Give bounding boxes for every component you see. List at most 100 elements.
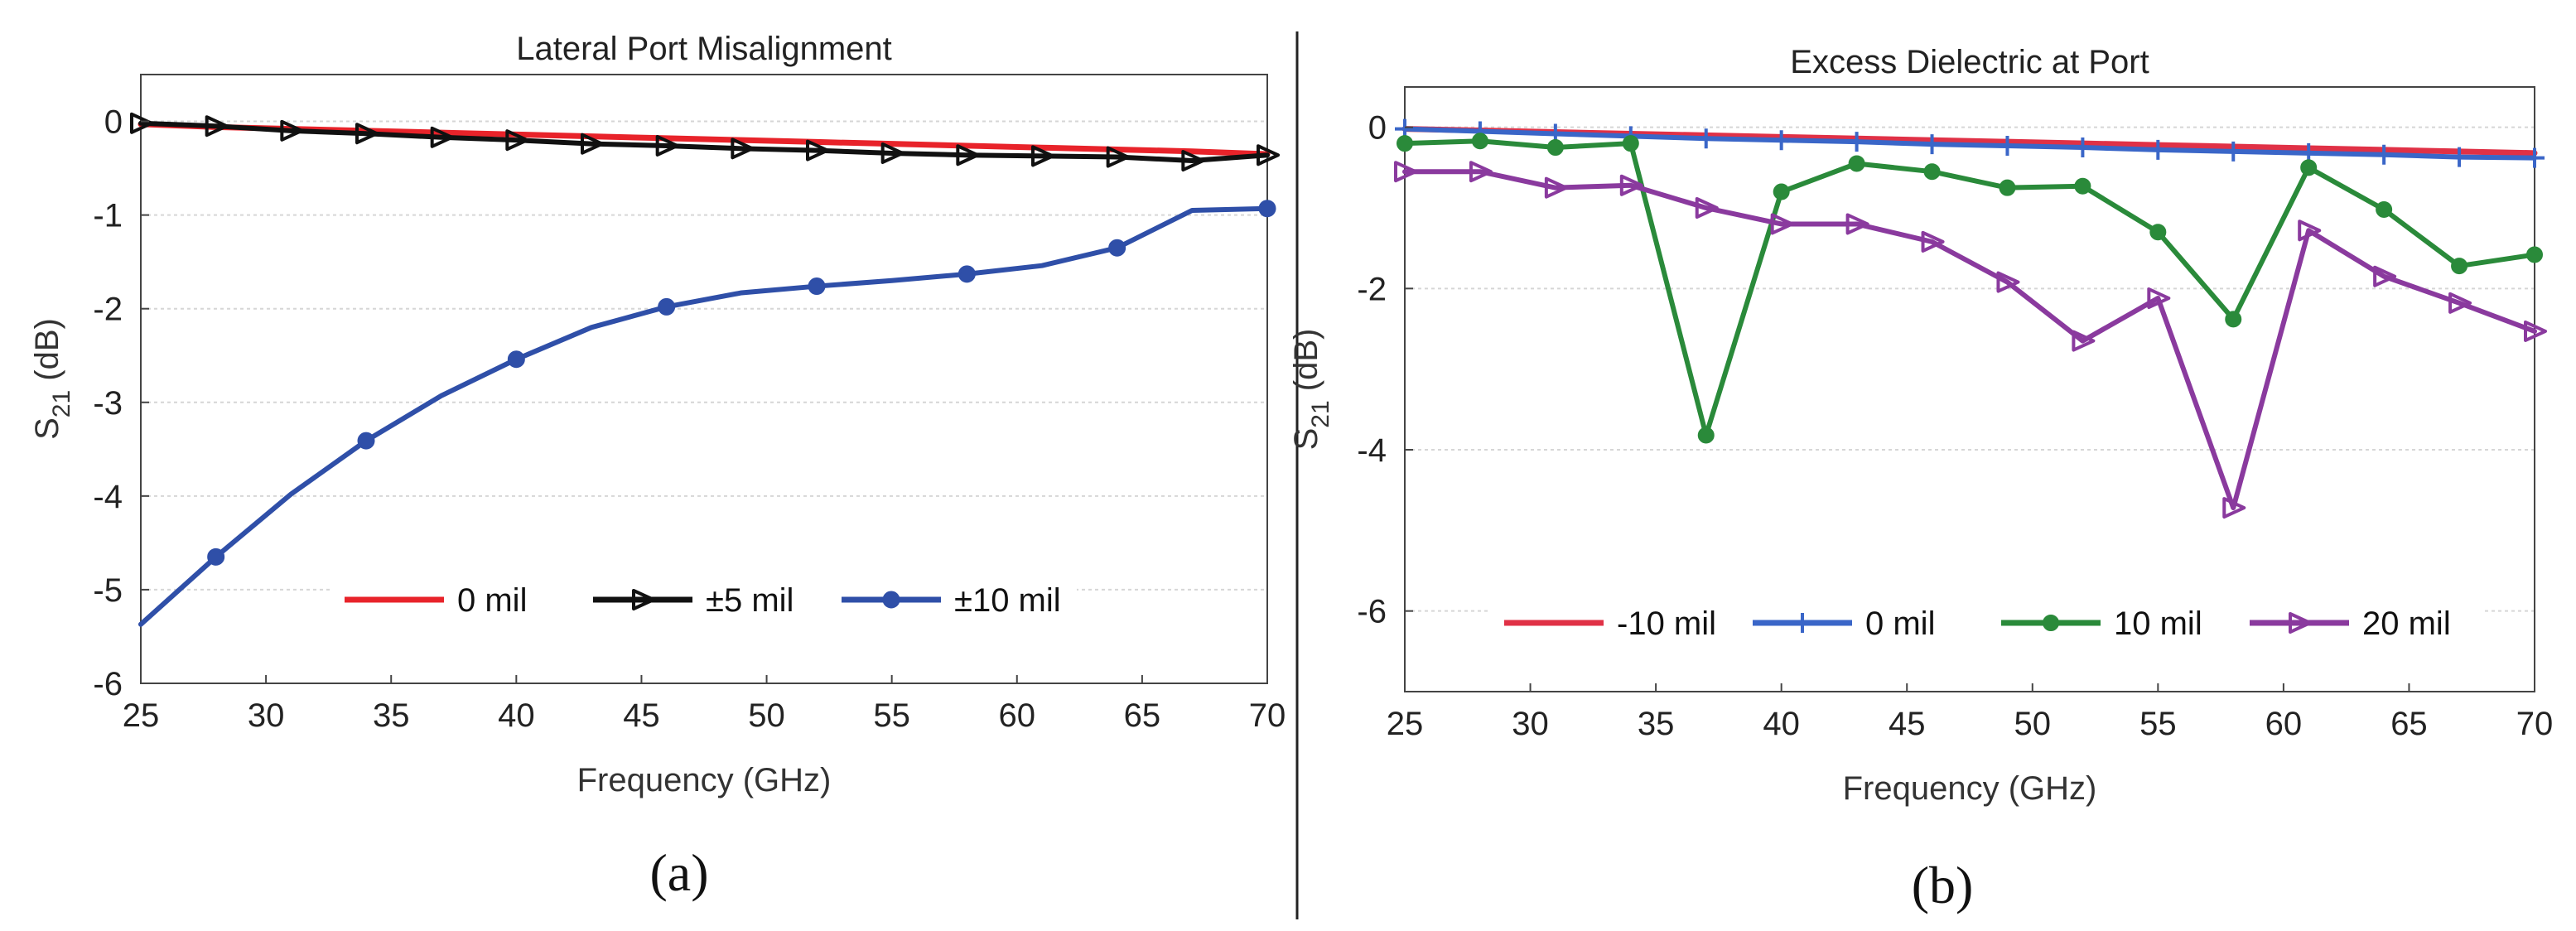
legend-label: 20 mil <box>2362 605 2451 642</box>
x-tick-label: 70 <box>1249 697 1286 734</box>
chart-title-a: Lateral Port Misalignment <box>516 31 892 67</box>
data-point-a-2 <box>958 265 976 283</box>
x-tick-label: 35 <box>1638 706 1675 742</box>
legend-label: 10 mil <box>2114 605 2202 642</box>
data-point-b-3 <box>2147 287 2171 310</box>
data-point-b-1 <box>2148 139 2168 160</box>
series-line-a-1 <box>138 120 1270 164</box>
data-point-b-2 <box>2149 224 2167 241</box>
y-tick-label: -3 <box>93 385 123 422</box>
legend-label: ±10 mil <box>954 582 1061 619</box>
data-point-a-1 <box>1106 146 1130 168</box>
data-point-b-1 <box>2223 141 2244 162</box>
data-point-a-1 <box>581 133 604 155</box>
data-point-b-2 <box>2300 159 2318 176</box>
x-tick-label: 70 <box>2516 706 2554 742</box>
caption-a: (a) <box>649 843 708 902</box>
series-line-a-0 <box>137 121 1271 157</box>
data-point-a-1 <box>1031 145 1054 167</box>
y-axis-label-a: S21 (dB) <box>29 318 75 440</box>
data-point-a-2 <box>507 350 525 369</box>
data-point-a-1 <box>655 134 679 157</box>
data-point-b-2 <box>1923 163 1941 181</box>
data-point-b-2 <box>1622 135 1639 152</box>
y-tick-label: -6 <box>93 666 123 702</box>
data-point-b-2 <box>1697 427 1715 444</box>
data-point-b-1 <box>1997 136 2018 157</box>
data-point-a-2 <box>1258 200 1276 218</box>
data-point-b-3 <box>1619 174 1643 196</box>
data-point-a-1 <box>130 112 153 134</box>
x-tick-label: 65 <box>1124 697 1161 734</box>
legend-label: 0 mil <box>1865 605 1935 642</box>
data-point-b-3 <box>1544 176 1568 199</box>
legend-a <box>331 572 1077 628</box>
data-point-a-1 <box>731 137 755 160</box>
data-point-a-1 <box>505 129 529 152</box>
y-tick-label: -6 <box>1357 594 1387 630</box>
data-point-b-3 <box>2448 292 2472 314</box>
series-line-b-1 <box>1402 126 2537 161</box>
x-tick-label: 50 <box>748 697 785 734</box>
y-tick-label: -4 <box>1357 432 1387 469</box>
legend-label: ±5 mil <box>706 582 794 619</box>
data-point-a-1 <box>430 126 454 148</box>
x-tick-label: 35 <box>373 697 410 734</box>
chart-title-b: Excess Dielectric at Port <box>1790 44 2149 80</box>
data-point-a-2 <box>207 548 225 566</box>
data-point-b-2 <box>2376 200 2393 218</box>
x-axis-label-b: Frequency (GHz) <box>1843 770 2097 807</box>
y-tick-label: 0 <box>1368 110 1387 147</box>
data-point-b-2 <box>2225 311 2242 328</box>
x-tick-label: 45 <box>1889 706 1926 742</box>
data-point-b-1 <box>1846 132 1867 152</box>
data-point-b-2 <box>1848 155 1865 172</box>
data-point-b-3 <box>1996 271 2020 293</box>
x-tick-label: 45 <box>623 697 660 734</box>
data-point-b-2 <box>2074 177 2091 195</box>
legend-marker <box>2043 615 2059 631</box>
plot-frame-a <box>140 74 1268 684</box>
data-point-b-2 <box>1773 183 1790 200</box>
data-point-a-1 <box>355 123 379 145</box>
data-point-b-2 <box>1397 135 1413 152</box>
x-tick-label: 60 <box>2265 706 2303 742</box>
x-tick-label: 30 <box>1512 706 1549 742</box>
data-point-b-2 <box>2451 258 2468 275</box>
data-point-b-3 <box>1845 213 1869 235</box>
data-point-a-2 <box>1108 239 1126 257</box>
data-point-b-3 <box>2298 219 2322 242</box>
data-point-b-1 <box>2374 144 2395 165</box>
data-point-b-3 <box>1469 161 1493 183</box>
y-tick-label: -4 <box>93 479 123 515</box>
legend-label: 0 mil <box>457 582 527 619</box>
y-tick-label: -5 <box>93 572 123 609</box>
data-point-a-1 <box>1257 144 1280 166</box>
data-point-a-2 <box>357 432 375 450</box>
data-point-b-2 <box>1999 179 2016 196</box>
legend-marker <box>632 589 655 610</box>
data-point-b-1 <box>1696 128 1716 149</box>
data-point-a-1 <box>880 142 904 164</box>
data-point-b-2 <box>1471 133 1488 150</box>
series-line-b-3 <box>1402 169 2537 511</box>
x-tick-label: 25 <box>123 697 160 734</box>
series-line-a-2 <box>138 205 1270 627</box>
data-point-b-3 <box>2373 265 2397 287</box>
data-point-b-3 <box>1394 161 1417 183</box>
data-point-b-3 <box>2524 320 2547 342</box>
data-point-b-3 <box>2222 497 2246 519</box>
caption-b: (b) <box>1912 856 1974 914</box>
data-point-b-1 <box>2072 137 2093 157</box>
data-point-b-1 <box>2525 147 2545 168</box>
data-point-b-3 <box>2072 330 2096 352</box>
legend-marker <box>2289 612 2312 634</box>
data-point-b-1 <box>1771 130 1792 151</box>
legend-marker <box>1792 613 1812 633</box>
series-line-b-2 <box>1402 138 2537 438</box>
data-point-a-2 <box>808 277 826 296</box>
x-axis-label-a: Frequency (GHz) <box>577 762 832 798</box>
data-point-a-1 <box>280 119 304 142</box>
data-point-a-2 <box>658 297 676 316</box>
